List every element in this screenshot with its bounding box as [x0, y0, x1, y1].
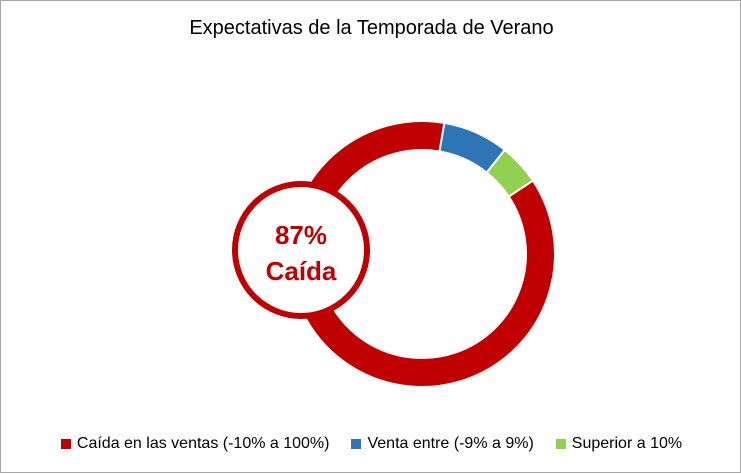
- chart-title: Expectativas de la Temporada de Verano: [189, 17, 554, 39]
- slice-superior: [485, 148, 535, 198]
- legend-swatch: [60, 439, 71, 449]
- legend-label: Venta entre (-9% a 9%): [367, 435, 534, 452]
- legend-swatch: [555, 439, 566, 449]
- legend-item-venta-entre: Venta entre (-9% a 9%): [351, 435, 534, 453]
- callout-value: 87%: [275, 220, 327, 250]
- callout-label: Caída: [266, 256, 337, 286]
- callout-badge: 87% Caída: [232, 181, 370, 319]
- legend-swatch: [351, 439, 362, 449]
- legend: Caída en las ventas (-10% a 100%) Venta …: [1, 435, 741, 453]
- legend-item-caida: Caída en las ventas (-10% a 100%): [60, 435, 330, 453]
- donut-slices: [288, 120, 556, 388]
- callout-circle: [232, 181, 370, 319]
- legend-label: Superior a 10%: [571, 435, 683, 452]
- legend-label: Caída en las ventas (-10% a 100%): [76, 435, 330, 452]
- slice-caida: [288, 120, 556, 388]
- legend-item-superior: Superior a 10%: [555, 435, 683, 453]
